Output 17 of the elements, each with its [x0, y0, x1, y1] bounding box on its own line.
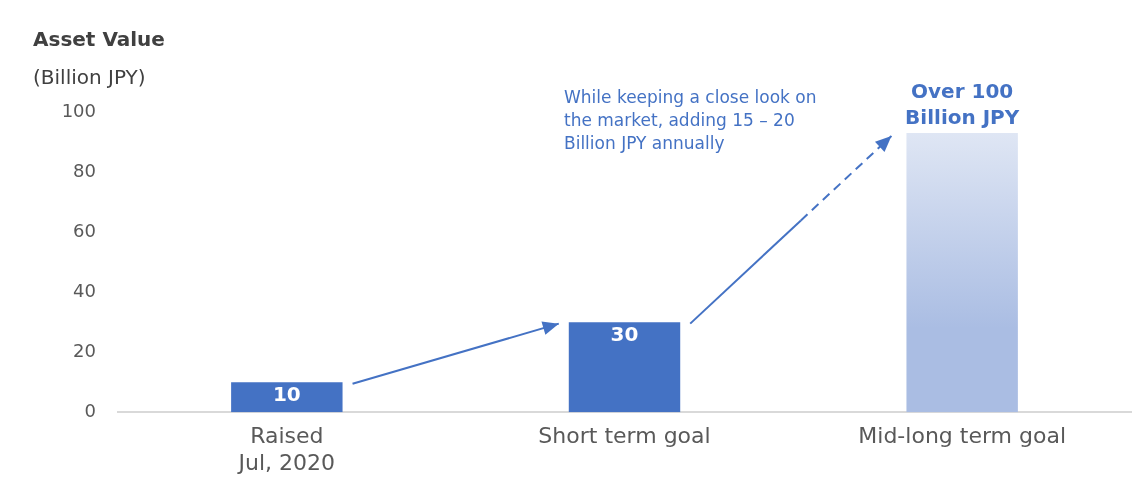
y-tick-label: 40 — [73, 279, 96, 301]
y-tick-label: 20 — [73, 339, 96, 361]
x-tick-label: Raised Jul, 2020 — [236, 423, 336, 475]
y-tick-label: 60 — [73, 219, 96, 241]
y-tick-label: 0 — [84, 399, 96, 421]
annotation: While keeping a close look on the market, adding 15 – 20 Billion JPY annually — [564, 86, 818, 155]
x-tick-label: Mid-long term goal — [858, 423, 1067, 449]
data-label: 30 — [610, 322, 639, 347]
bar — [231, 382, 343, 413]
x-tick-label: Short term goal — [538, 423, 711, 449]
data-label: 10 — [272, 382, 301, 407]
y-tick-label: 80 — [73, 159, 96, 181]
bar — [568, 322, 681, 413]
data-label: Over 100 Billion JPY — [905, 79, 1020, 130]
y-tick-label: 100 — [61, 99, 96, 121]
y-axis-title: Asset Value (Billion JPY) — [33, 26, 165, 91]
bar — [906, 133, 1018, 413]
